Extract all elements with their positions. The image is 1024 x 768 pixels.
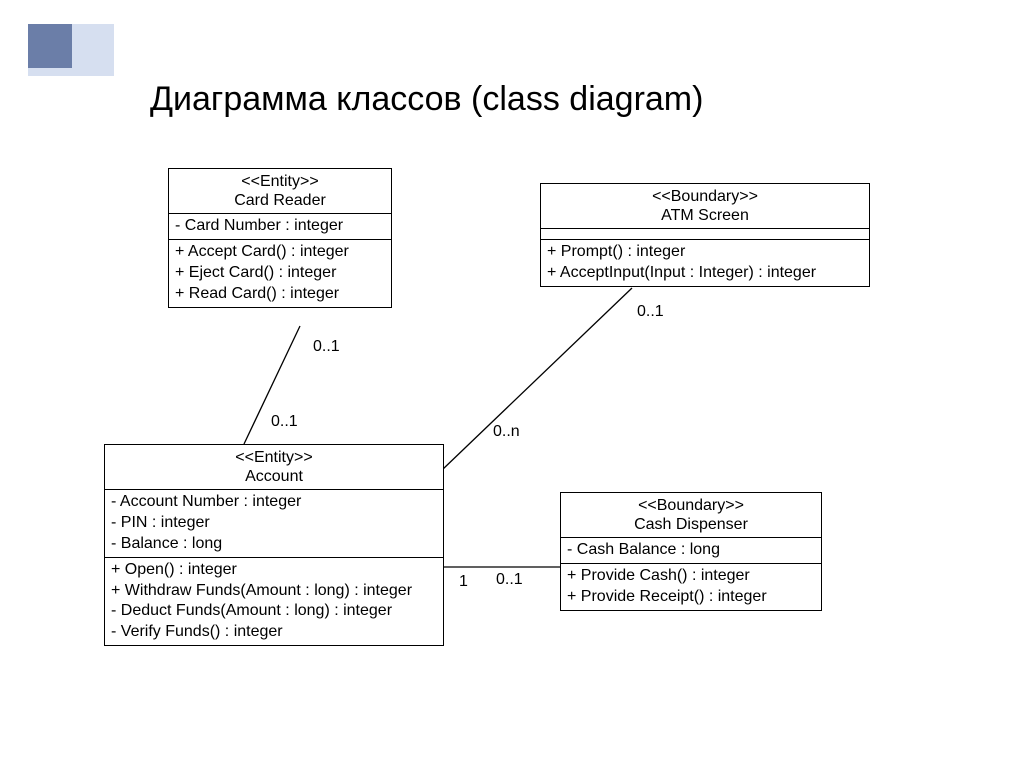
multiplicity-label: 0..1: [270, 413, 299, 431]
op-row: + Provide Cash() : integer: [567, 566, 815, 587]
class-account: <<Entity>> Account - Account Number : in…: [104, 444, 444, 646]
class-attrs: - Account Number : integer - PIN : integ…: [105, 490, 443, 557]
class-cash-dispenser: <<Boundary>> Cash Dispenser - Cash Balan…: [560, 492, 822, 611]
attr-row: - Account Number : integer: [111, 492, 437, 513]
multiplicity-label: 0..1: [312, 338, 341, 356]
class-ops: + Open() : integer + Withdraw Funds(Amou…: [105, 558, 443, 645]
attr-row: - Balance : long: [111, 534, 437, 555]
attr-row: - PIN : integer: [111, 513, 437, 534]
class-ops: + Provide Cash() : integer + Provide Rec…: [561, 564, 821, 610]
op-row: + Withdraw Funds(Amount : long) : intege…: [111, 581, 437, 602]
class-ops: + Accept Card() : integer + Eject Card()…: [169, 240, 391, 306]
stereotype-label: <<Entity>>: [175, 172, 385, 191]
class-name-label: Cash Dispenser: [567, 515, 815, 534]
op-row: + Read Card() : integer: [175, 284, 385, 305]
multiplicity-label: 1: [458, 573, 469, 591]
class-atm-screen: <<Boundary>> ATM Screen + Prompt() : int…: [540, 183, 870, 287]
op-row: + Prompt() : integer: [547, 242, 863, 263]
op-row: + Accept Card() : integer: [175, 242, 385, 263]
op-row: - Deduct Funds(Amount : long) : integer: [111, 601, 437, 622]
stereotype-label: <<Boundary>>: [547, 187, 863, 206]
attr-row: - Cash Balance : long: [567, 540, 815, 561]
op-row: + Eject Card() : integer: [175, 263, 385, 284]
op-row: - Verify Funds() : integer: [111, 622, 437, 643]
class-name-label: Card Reader: [175, 191, 385, 210]
class-head: <<Boundary>> ATM Screen: [541, 184, 869, 229]
op-row: + Open() : integer: [111, 560, 437, 581]
class-name-label: ATM Screen: [547, 206, 863, 225]
class-head: <<Entity>> Account: [105, 445, 443, 490]
class-attrs: - Cash Balance : long: [561, 538, 821, 564]
stereotype-label: <<Boundary>>: [567, 496, 815, 515]
class-attrs: - Card Number : integer: [169, 214, 391, 240]
class-head: <<Boundary>> Cash Dispenser: [561, 493, 821, 538]
multiplicity-label: 0..n: [492, 423, 521, 441]
class-ops: + Prompt() : integer + AcceptInput(Input…: [541, 240, 869, 286]
class-name-label: Account: [111, 467, 437, 486]
multiplicity-label: 0..1: [636, 303, 665, 321]
attr-row: - Card Number : integer: [175, 216, 385, 237]
multiplicity-label: 0..1: [495, 571, 524, 589]
op-row: + AcceptInput(Input : Integer) : integer: [547, 263, 863, 284]
class-attrs: [541, 229, 869, 240]
class-head: <<Entity>> Card Reader: [169, 169, 391, 214]
edge-atmscreen-account: [442, 288, 632, 470]
connections-layer: [0, 0, 1024, 768]
class-card-reader: <<Entity>> Card Reader - Card Number : i…: [168, 168, 392, 308]
stereotype-label: <<Entity>>: [111, 448, 437, 467]
op-row: + Provide Receipt() : integer: [567, 587, 815, 608]
